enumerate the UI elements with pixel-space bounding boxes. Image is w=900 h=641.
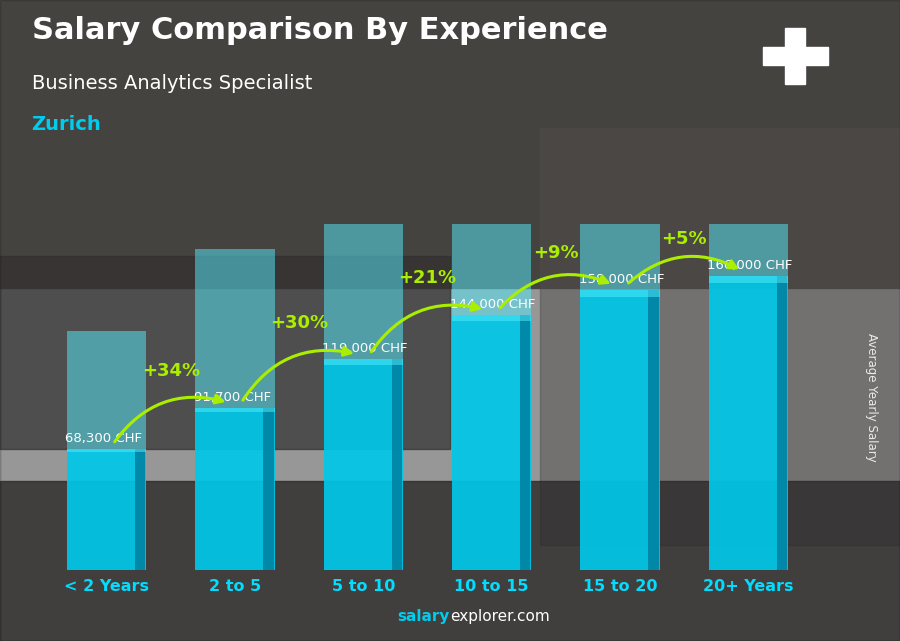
Bar: [67, 449, 147, 570]
Text: Average Yearly Salary: Average Yearly Salary: [865, 333, 878, 462]
Bar: [0, 481, 900, 641]
Bar: [708, 0, 788, 283]
Bar: [323, 153, 403, 365]
Bar: [67, 331, 147, 453]
Text: Salary Comparison By Experience: Salary Comparison By Experience: [32, 16, 608, 45]
Text: 158,000 CHF: 158,000 CHF: [579, 273, 664, 286]
Bar: [580, 290, 660, 570]
Text: 91,700 CHF: 91,700 CHF: [194, 390, 271, 404]
Text: explorer.com: explorer.com: [450, 610, 550, 624]
Text: salary: salary: [398, 610, 450, 624]
Bar: [540, 128, 900, 545]
Text: 144,000 CHF: 144,000 CHF: [450, 297, 536, 311]
Bar: [452, 315, 532, 570]
Bar: [263, 408, 274, 570]
Text: Zurich: Zurich: [32, 115, 101, 135]
Text: +21%: +21%: [399, 269, 456, 287]
Text: +5%: +5%: [662, 230, 707, 248]
Bar: [520, 315, 530, 570]
Bar: [135, 449, 145, 570]
Bar: [785, 28, 806, 84]
Text: +9%: +9%: [533, 244, 579, 262]
Bar: [392, 359, 402, 570]
Bar: [195, 249, 274, 412]
Text: +30%: +30%: [270, 313, 328, 331]
Bar: [777, 276, 787, 570]
Bar: [0, 256, 450, 449]
Text: 119,000 CHF: 119,000 CHF: [322, 342, 408, 355]
Bar: [323, 359, 403, 570]
Text: 68,300 CHF: 68,300 CHF: [65, 432, 142, 445]
Bar: [708, 276, 788, 570]
Bar: [195, 408, 274, 570]
Bar: [648, 290, 659, 570]
Text: +34%: +34%: [141, 362, 200, 380]
Bar: [452, 65, 532, 321]
Bar: [762, 47, 828, 65]
Bar: [0, 0, 900, 288]
Bar: [580, 17, 660, 297]
Text: 166,000 CHF: 166,000 CHF: [707, 259, 792, 272]
Text: Business Analytics Specialist: Business Analytics Specialist: [32, 74, 312, 93]
